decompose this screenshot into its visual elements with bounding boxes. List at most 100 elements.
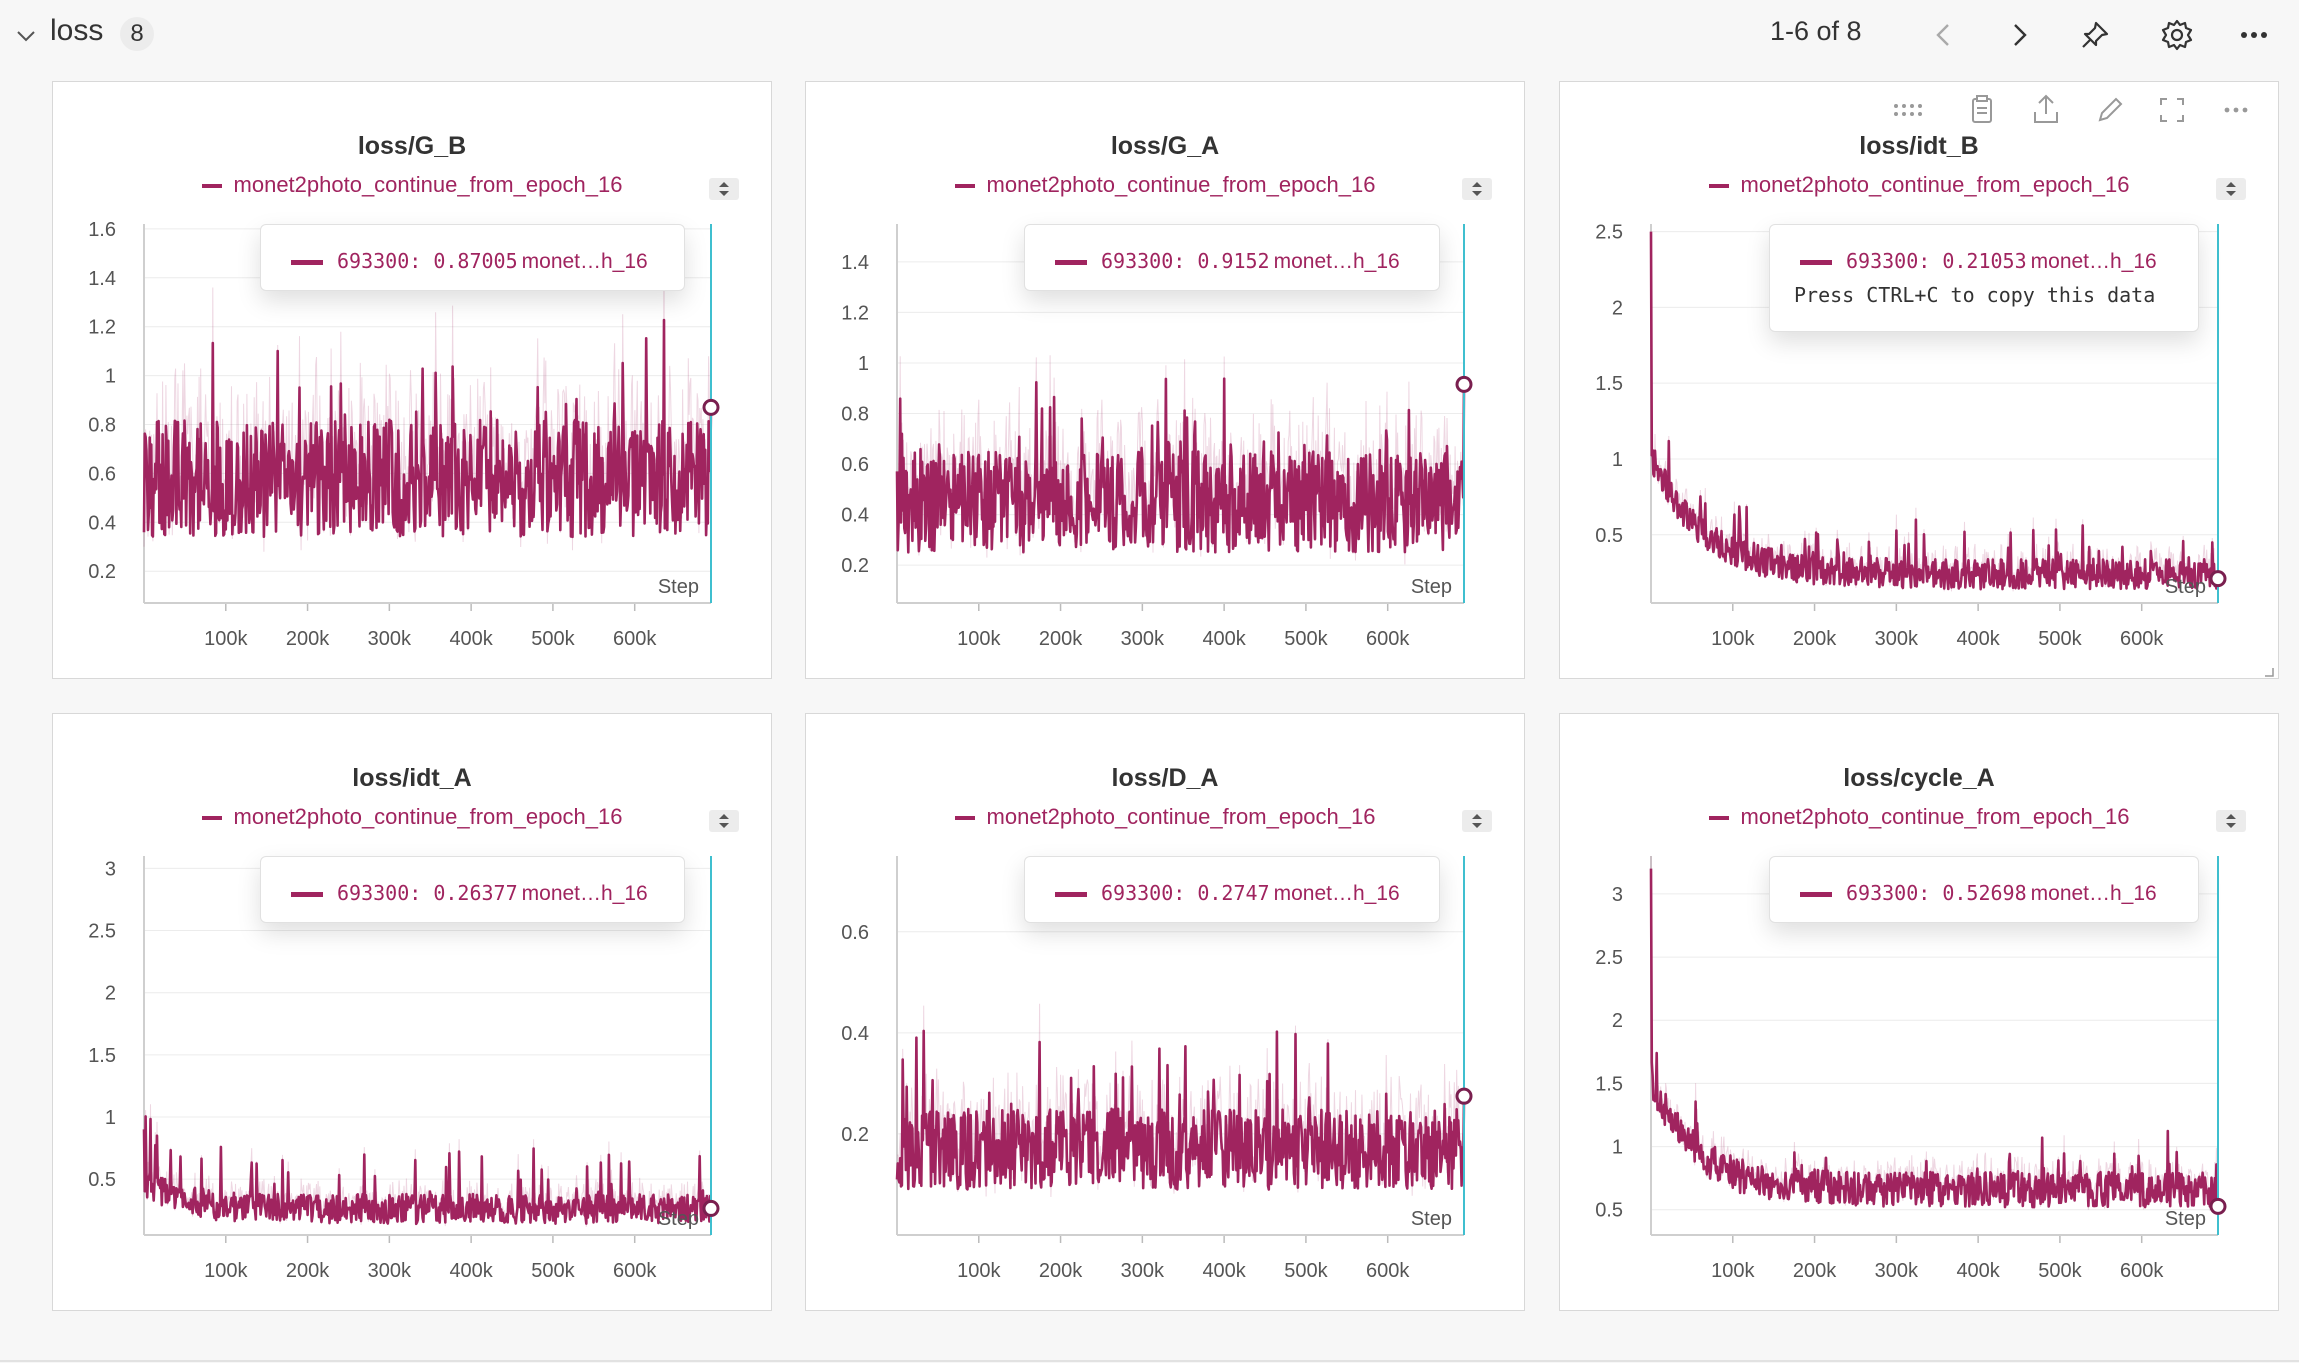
tooltip-step: 693300 [337,881,410,905]
x-tick-label: 300k [1121,628,1165,650]
x-tick-label: 500k [531,1260,575,1282]
gear-icon[interactable] [2158,16,2196,54]
legend-entry: monet2photo_continue_from_epoch_16 [1560,172,2278,198]
y-tick-label: 0.8 [88,415,116,437]
drag-handle-icon[interactable] [1890,90,1930,130]
series-line[interactable] [1649,868,2220,1209]
x-tick-label: 400k [1956,628,2000,650]
tooltip-value: 0.52698 [1942,881,2027,905]
legend-sort-toggle[interactable] [2216,178,2246,200]
tooltip-swatch [1055,892,1087,897]
legend-entry: monet2photo_continue_from_epoch_16 [53,172,771,198]
fullscreen-icon[interactable] [2152,90,2192,130]
y-tick-label: 2 [1612,297,1623,319]
chart-plot[interactable]: 0.5 1 1.5 2 2.5 3 100k 200k 300k 400k 500k 600k Step [1560,714,2280,1312]
hover-point [1455,1087,1473,1105]
chevron-down-icon[interactable] [14,24,38,48]
x-tick-label: 200k [286,1260,330,1282]
tooltip-step: 693300 [337,249,410,273]
tooltip-run: monet…h_16 [2030,250,2157,273]
x-tick-label: 300k [368,628,412,650]
tooltip-step: 693300 [1846,881,1919,905]
chart-panel[interactable]: loss/G_A monet2photo_continue_from_epoch_… [805,81,1525,679]
legend-swatch [201,184,222,189]
chart-title: loss/D_A [1111,764,1219,792]
chart-plot[interactable]: 0.2 0.4 0.6 100k 200k 300k 400k 500k 600k Step [806,714,1526,1312]
chart-plot[interactable]: 0.2 0.4 0.6 0.8 1 1.2 1.4 1.6 100k 200k 300k 400k 50… [53,82,773,680]
edit-icon[interactable] [2090,90,2130,130]
hover-tooltip: 693300: 0.9152 monet…h_16 [1024,224,1440,291]
series-line[interactable] [142,1115,713,1226]
y-tick-label: 0.6 [841,454,869,476]
tooltip-step: 693300 [1846,249,1919,273]
chart-panel[interactable]: loss/idt_B monet2photo_continue_from_epoc… [1559,81,2279,679]
y-tick-label: 0.6 [841,922,869,944]
legend-label: monet2photo_continue_from_epoch_16 [1740,172,2130,197]
y-tick-label: 1.2 [88,317,116,339]
x-tick-label: 300k [1875,628,1919,650]
hover-tooltip: 693300: 0.21053 monet…h_16 Press CTRL+C to… [1769,224,2199,332]
x-tick-label: 600k [2120,1260,2164,1282]
chart-panel[interactable]: loss/G_B monet2photo_continue_from_epoch_… [52,81,772,679]
x-tick-label: 500k [1284,1260,1328,1282]
legend-entry: monet2photo_continue_from_epoch_16 [806,804,1524,830]
x-tick-label: 200k [1039,628,1083,650]
y-tick-label: 0.2 [88,561,116,583]
y-tick-label: 1.5 [1595,1073,1623,1095]
resize-handle-icon[interactable] [2264,664,2274,677]
clipboard-icon[interactable] [1962,90,2002,130]
x-tick-label: 500k [2038,1260,2082,1282]
tooltip-run: monet…h_16 [521,250,648,273]
series-line[interactable] [895,377,1466,554]
chart-plot[interactable]: 0.5 1 1.5 2 2.5 3 100k 200k 300k 400k 500k 600k Step [53,714,773,1312]
legend-sort-toggle[interactable] [1462,178,1492,200]
y-tick-label: 1 [1612,1137,1623,1159]
tooltip-row: 693300: 0.87005 monet…h_16 [291,249,648,274]
chart-title: loss/idt_B [1859,132,1979,160]
share-icon[interactable] [2026,90,2066,130]
legend-sort-toggle[interactable] [709,810,739,832]
tooltip-swatch [291,260,323,265]
legend-label: monet2photo_continue_from_epoch_16 [233,172,623,197]
y-tick-label: 3 [1612,884,1623,906]
legend-swatch [1708,816,1729,821]
x-tick-label: 400k [449,628,493,650]
chart-title: loss/cycle_A [1843,764,1995,792]
legend-sort-toggle[interactable] [2216,810,2246,832]
x-tick-label: 100k [957,1260,1001,1282]
more-icon[interactable] [2216,90,2256,130]
tooltip-separator: : [1918,881,1943,905]
chart-panel[interactable]: loss/D_A monet2photo_continue_from_epoch_… [805,713,1525,1311]
y-tick-label: 2.5 [1595,222,1623,244]
y-tick-label: 1.6 [88,219,116,241]
legend-sort-toggle[interactable] [709,178,739,200]
x-tick-label: 100k [1711,1260,1755,1282]
series-line[interactable] [142,318,713,539]
hover-point [702,398,720,416]
x-tick-label: 500k [1284,628,1328,650]
y-tick-label: 1.5 [88,1045,116,1067]
tooltip-row: 693300: 0.52698 monet…h_16 [1800,881,2157,906]
series-line[interactable] [1649,231,2220,591]
chart-panel[interactable]: loss/cycle_A monet2photo_continue_from_ep… [1559,713,2279,1311]
legend-sort-toggle[interactable] [1462,810,1492,832]
x-axis-label: Step [1411,1208,1452,1230]
y-tick-label: 0.5 [1595,525,1623,547]
tooltip-row: 693300: 0.21053 monet…h_16 [1800,249,2157,274]
y-tick-label: 1.4 [88,268,116,290]
chart-plot[interactable]: 0.2 0.4 0.6 0.8 1 1.2 1.4 100k 200k 300k 400k 500k 6… [806,82,1526,680]
series-line[interactable] [895,1029,1466,1191]
pin-icon[interactable] [2076,16,2114,54]
chart-plot[interactable]: 0.5 1 1.5 2 2.5 100k 200k 300k 400k 500k 600k Step [1560,82,2280,680]
chart-panel[interactable]: loss/idt_A monet2photo_continue_from_epoc… [52,713,772,1311]
y-tick-label: 2.5 [88,921,116,943]
tooltip-run: monet…h_16 [2030,882,2157,905]
tooltip-row: 693300: 0.9152 monet…h_16 [1055,249,1400,274]
legend-entry: monet2photo_continue_from_epoch_16 [806,172,1524,198]
more-icon[interactable] [2235,16,2273,54]
chevron-right-icon[interactable] [2000,16,2038,54]
chart-title: loss/G_A [1110,132,1220,160]
chevron-left-icon[interactable] [1925,16,1963,54]
x-tick-label: 100k [204,628,248,650]
tooltip-step: 693300 [1101,881,1174,905]
